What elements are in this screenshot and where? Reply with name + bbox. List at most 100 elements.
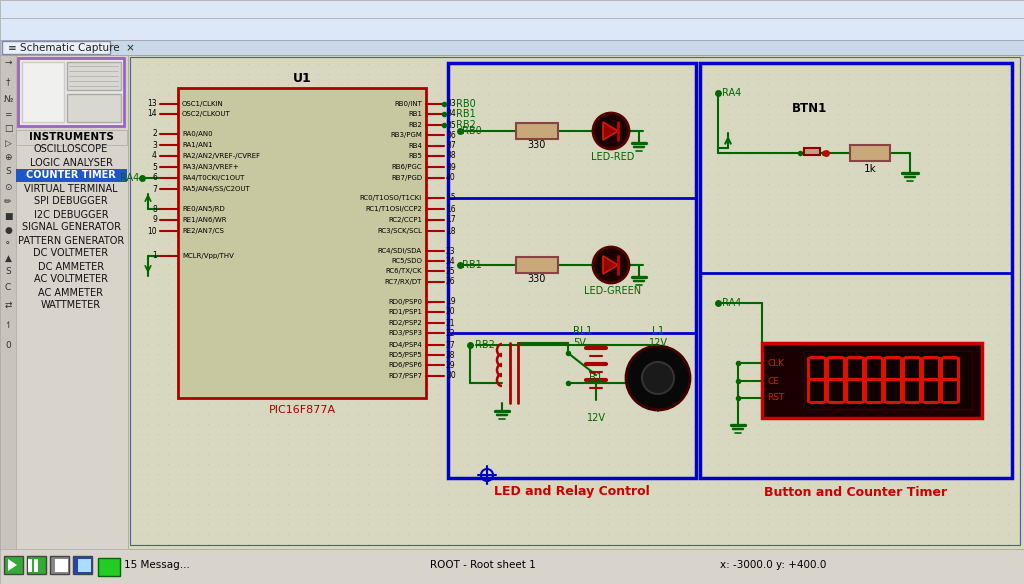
Text: RB3/PGM: RB3/PGM [390, 132, 422, 138]
Bar [27, 556, 46, 574]
Bar [700, 63, 1012, 478]
Text: RC7/RX/DT: RC7/RX/DT [385, 279, 422, 285]
Text: PIC16F877A: PIC16F877A [268, 405, 336, 415]
Text: RC6/TX/CK: RC6/TX/CK [385, 268, 422, 274]
Text: x: -3000.0 y: +400.0: x: -3000.0 y: +400.0 [720, 560, 826, 570]
Text: 16: 16 [446, 204, 456, 214]
Polygon shape [603, 122, 618, 140]
Text: COUNTER TIMER: COUNTER TIMER [27, 171, 116, 180]
Text: 330: 330 [527, 274, 546, 284]
Text: RC4/SDI/SDA: RC4/SDI/SDA [378, 248, 422, 254]
Bar [0, 55, 128, 550]
Text: RB0: RB0 [462, 126, 481, 136]
Text: B1: B1 [589, 373, 603, 383]
Text: OSC1/CLKIN: OSC1/CLKIN [182, 101, 224, 107]
Bar [850, 145, 890, 161]
Bar [804, 148, 820, 155]
Bar [4, 556, 23, 574]
Text: RB4: RB4 [409, 143, 422, 149]
Circle shape [593, 247, 629, 283]
Text: 26: 26 [446, 277, 456, 287]
Text: RA4: RA4 [722, 298, 741, 308]
Text: 23: 23 [446, 246, 456, 256]
Bar [67, 94, 121, 122]
Text: 33: 33 [446, 99, 456, 109]
Text: 18: 18 [446, 227, 456, 235]
Text: 29: 29 [446, 360, 456, 370]
Text: RC5/SDO: RC5/SDO [391, 258, 422, 264]
Text: S: S [5, 267, 11, 276]
Text: ROOT - Root sheet 1: ROOT - Root sheet 1 [430, 560, 536, 570]
Text: LOGIC ANALYSER: LOGIC ANALYSER [30, 158, 113, 168]
Text: RD1/PSP1: RD1/PSP1 [388, 309, 422, 315]
Text: RD0/PSP0: RD0/PSP0 [388, 299, 422, 305]
Polygon shape [8, 559, 17, 571]
Text: SPI DEBUGGER: SPI DEBUGGER [34, 196, 108, 207]
Text: 9: 9 [153, 215, 157, 224]
Bar [78, 559, 91, 572]
Bar [178, 88, 426, 398]
Text: RB6/PGC: RB6/PGC [391, 164, 422, 170]
Text: RE1/AN6/WR: RE1/AN6/WR [182, 217, 226, 223]
Bar [2, 41, 110, 54]
Text: 15 Messag...: 15 Messag... [124, 560, 189, 570]
Text: RC2/CCP1: RC2/CCP1 [388, 217, 422, 223]
Text: 5V: 5V [573, 338, 586, 348]
Bar [130, 57, 1020, 545]
Text: 24: 24 [446, 256, 456, 266]
Bar [0, 549, 1024, 584]
Text: 7: 7 [153, 185, 157, 193]
Text: RC0/T1OSO/T1CKI: RC0/T1OSO/T1CKI [359, 195, 422, 201]
Text: ⊙: ⊙ [4, 182, 11, 192]
Text: AC VOLTMETER: AC VOLTMETER [34, 274, 108, 284]
Bar [16, 130, 127, 145]
Bar [762, 343, 982, 418]
Text: RC3/SCK/SCL: RC3/SCK/SCL [377, 228, 422, 234]
Text: PATTERN GENERATOR: PATTERN GENERATOR [17, 235, 124, 245]
Text: 25: 25 [446, 266, 456, 276]
Bar [516, 123, 558, 139]
Text: RA2/AN2/VREF-/CVREF: RA2/AN2/VREF-/CVREF [182, 153, 260, 159]
Text: 34: 34 [446, 110, 456, 119]
Bar [804, 351, 972, 409]
Text: 1k: 1k [863, 164, 877, 174]
Text: RD6/PSP6: RD6/PSP6 [388, 362, 422, 368]
Text: 13: 13 [147, 99, 157, 109]
Text: RB1: RB1 [408, 111, 422, 117]
Text: RA0/AN0: RA0/AN0 [182, 131, 213, 137]
Text: OSC2/CLKOUT: OSC2/CLKOUT [182, 111, 230, 117]
Text: 1: 1 [153, 252, 157, 260]
Text: L1: L1 [652, 326, 665, 336]
Text: RD5/PSP5: RD5/PSP5 [388, 352, 422, 358]
Text: RB0: RB0 [456, 99, 476, 109]
Text: ✏: ✏ [4, 197, 11, 207]
Text: RA4: RA4 [120, 173, 139, 183]
Bar [0, 55, 16, 550]
Text: RB1: RB1 [456, 109, 476, 119]
Text: ⇄: ⇄ [4, 301, 11, 310]
Text: 8: 8 [153, 204, 157, 214]
Bar [22, 62, 63, 122]
Text: ▲: ▲ [4, 253, 11, 262]
Text: AC AMMETER: AC AMMETER [39, 287, 103, 297]
Text: SIGNAL GENERATOR: SIGNAL GENERATOR [22, 223, 121, 232]
Text: WATTMETER: WATTMETER [41, 301, 101, 311]
Text: RA5/AN4/SS/C2OUT: RA5/AN4/SS/C2OUT [182, 186, 250, 192]
Text: ●: ● [4, 225, 12, 235]
Text: LED and Relay Control: LED and Relay Control [495, 485, 650, 499]
Text: 22: 22 [446, 328, 456, 338]
Text: RD4/PSP4: RD4/PSP4 [388, 342, 422, 348]
Text: INSTRUMENTS: INSTRUMENTS [29, 132, 114, 142]
Text: RD7/PSP7: RD7/PSP7 [388, 373, 422, 379]
Text: RA1/AN1: RA1/AN1 [182, 142, 213, 148]
Text: ▷: ▷ [4, 138, 11, 148]
Text: 19: 19 [446, 297, 456, 307]
Text: 38: 38 [446, 151, 456, 161]
Text: 4: 4 [153, 151, 157, 161]
Text: 39: 39 [446, 162, 456, 172]
Bar [28, 559, 32, 572]
Text: RE0/AN5/RD: RE0/AN5/RD [182, 206, 224, 212]
Text: LED-RED: LED-RED [591, 152, 635, 162]
Circle shape [593, 113, 629, 149]
Text: DC VOLTMETER: DC VOLTMETER [34, 249, 109, 259]
